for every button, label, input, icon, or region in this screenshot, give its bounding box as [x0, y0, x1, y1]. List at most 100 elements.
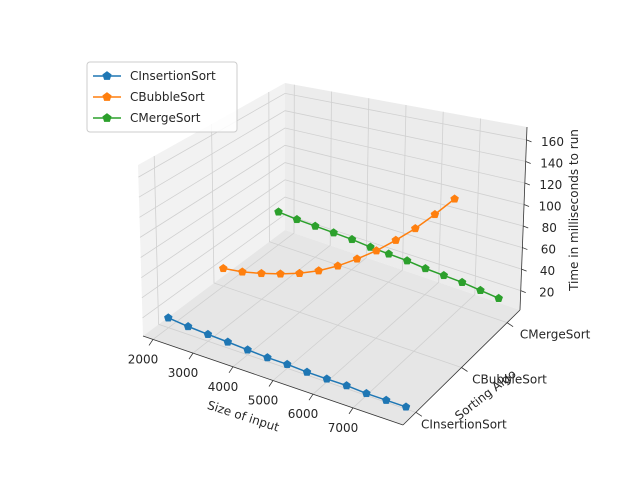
data-point-CBubbleSort-8	[372, 246, 381, 255]
data-point-CInsertionSort-11	[381, 395, 391, 404]
data-point-CInsertionSort-9	[342, 381, 351, 390]
x-tick-label-5: 7000	[328, 421, 359, 435]
data-point-CBubbleSort-0	[219, 263, 228, 273]
legend-label-CBubbleSort: CBubbleSort	[130, 90, 205, 104]
back-pane	[285, 83, 527, 310]
z-axis-label: Time in milliseconds to run	[567, 129, 581, 292]
series-CMergeSort	[274, 207, 503, 302]
data-point-CInsertionSort-8	[322, 374, 332, 383]
data-point-CMergeSort-11	[476, 285, 485, 294]
legend-label-CInsertionSort: CInsertionSort	[130, 69, 216, 83]
x-tick-0	[148, 339, 154, 346]
z-tick-label-6: 140	[540, 156, 563, 170]
data-point-CBubbleSort-10	[411, 223, 420, 233]
x-tick-label-4: 6000	[288, 407, 319, 421]
data-point-CMergeSort-0	[274, 207, 283, 216]
z-tick-4	[523, 204, 530, 207]
z-tick-5	[524, 182, 531, 186]
z-grid-line-2	[141, 179, 523, 279]
x-tick-1	[188, 352, 194, 360]
legend-item-CInsertionSort: CInsertionSort	[93, 69, 216, 83]
legend-marker-CBubbleSort	[102, 92, 112, 101]
z-tick-label-5: 120	[539, 178, 562, 192]
legend-marker-CInsertionSort	[102, 71, 112, 80]
data-point-CMergeSort-6	[384, 249, 393, 258]
data-point-CInsertionSort-1	[183, 321, 193, 331]
data-point-CMergeSort-1	[292, 214, 302, 224]
z-grid-line-4	[139, 144, 525, 238]
x-tick-label-3: 5000	[248, 394, 279, 408]
data-point-CBubbleSort-4	[295, 268, 304, 277]
x-grid-line-3	[272, 104, 407, 381]
left-pane	[138, 83, 285, 336]
data-point-CBubbleSort-3	[276, 269, 285, 278]
data-point-CBubbleSort-5	[314, 266, 323, 275]
data-point-CMergeSort-9	[439, 270, 449, 280]
data-point-CInsertionSort-2	[203, 329, 213, 338]
x-grid-line-2	[232, 98, 370, 368]
x-tick-label-0: 2000	[128, 352, 159, 366]
z-tick-2	[522, 247, 528, 250]
z-grid-line-3	[140, 162, 524, 258]
legend-box	[86, 61, 238, 133]
y-grid-line-0	[153, 155, 417, 413]
z-tick-7	[526, 139, 532, 143]
z-grid-line-6	[138, 110, 526, 198]
legend-item-CBubbleSort: CBubbleSort	[93, 90, 205, 104]
data-point-CBubbleSort-2	[257, 268, 266, 278]
data-point-CInsertionSort-12	[401, 402, 411, 411]
data-point-CBubbleSort-6	[333, 261, 343, 270]
y-tick-2	[506, 322, 514, 327]
data-point-CBubbleSort-9	[391, 235, 401, 244]
z-tick-label-0: 20	[539, 286, 554, 300]
z-tick-label-1: 40	[540, 264, 555, 278]
z-tick-label-4: 100	[539, 200, 562, 214]
data-point-CMergeSort-7	[402, 256, 412, 265]
legend: CInsertionSort CBubbleSort CMergeSort	[86, 61, 238, 133]
x-tick-3	[268, 380, 274, 387]
x-tick-label-1: 3000	[168, 366, 199, 380]
z-grid-line-1	[141, 196, 522, 299]
data-series	[164, 194, 503, 411]
data-point-CMergeSort-3	[329, 228, 338, 237]
legend-item-CMergeSort: CMergeSort	[93, 111, 201, 125]
y-grid-line-2	[268, 91, 508, 323]
data-point-CMergeSort-10	[457, 277, 467, 286]
z-tick-label-2: 60	[541, 243, 556, 257]
data-point-CMergeSort-2	[311, 221, 320, 230]
y-tick-label-0: CInsertionSort	[421, 417, 507, 431]
x-grid-line-0	[152, 84, 295, 340]
z-tick-label-7: 160	[541, 135, 564, 149]
data-point-CInsertionSort-4	[243, 345, 252, 354]
axis-ticks: 2000 3000 4000 5000 6000 7000 CInsertionSort CB…	[128, 135, 591, 435]
data-point-CInsertionSort-0	[164, 313, 173, 322]
z-grid-line-5	[139, 127, 525, 218]
data-point-CBubbleSort-1	[238, 267, 247, 276]
y-tick-label-2: CMergeSort	[520, 328, 591, 342]
data-point-CInsertionSort-5	[263, 353, 272, 362]
y-grid-line-1	[211, 123, 462, 368]
data-point-CInsertionSort-10	[362, 388, 371, 398]
z-tick-label-3: 80	[542, 221, 557, 235]
data-point-CInsertionSort-6	[282, 359, 292, 368]
data-point-CMergeSort-4	[347, 234, 357, 244]
z-tick-0	[520, 290, 526, 293]
series-CBubbleSort	[219, 194, 459, 278]
floor-pane	[143, 230, 520, 425]
data-point-CBubbleSort-7	[352, 254, 362, 263]
x-tick-label-2: 4000	[208, 380, 239, 394]
z-tick-6	[525, 161, 531, 164]
y-tick-1	[461, 367, 468, 372]
data-point-CMergeSort-5	[366, 242, 375, 251]
x-tick-4	[308, 393, 314, 401]
legend-label-CMergeSort: CMergeSort	[130, 111, 201, 125]
data-point-CMergeSort-12	[494, 293, 503, 302]
z-axis-line	[519, 126, 528, 311]
x-grid-line-4	[312, 111, 444, 395]
axis-panes	[138, 83, 527, 425]
x-grid-line-1	[192, 91, 332, 354]
data-point-CBubbleSort-12	[450, 194, 459, 203]
x-tick-2	[228, 366, 234, 374]
x-grid-line-5	[352, 118, 481, 409]
